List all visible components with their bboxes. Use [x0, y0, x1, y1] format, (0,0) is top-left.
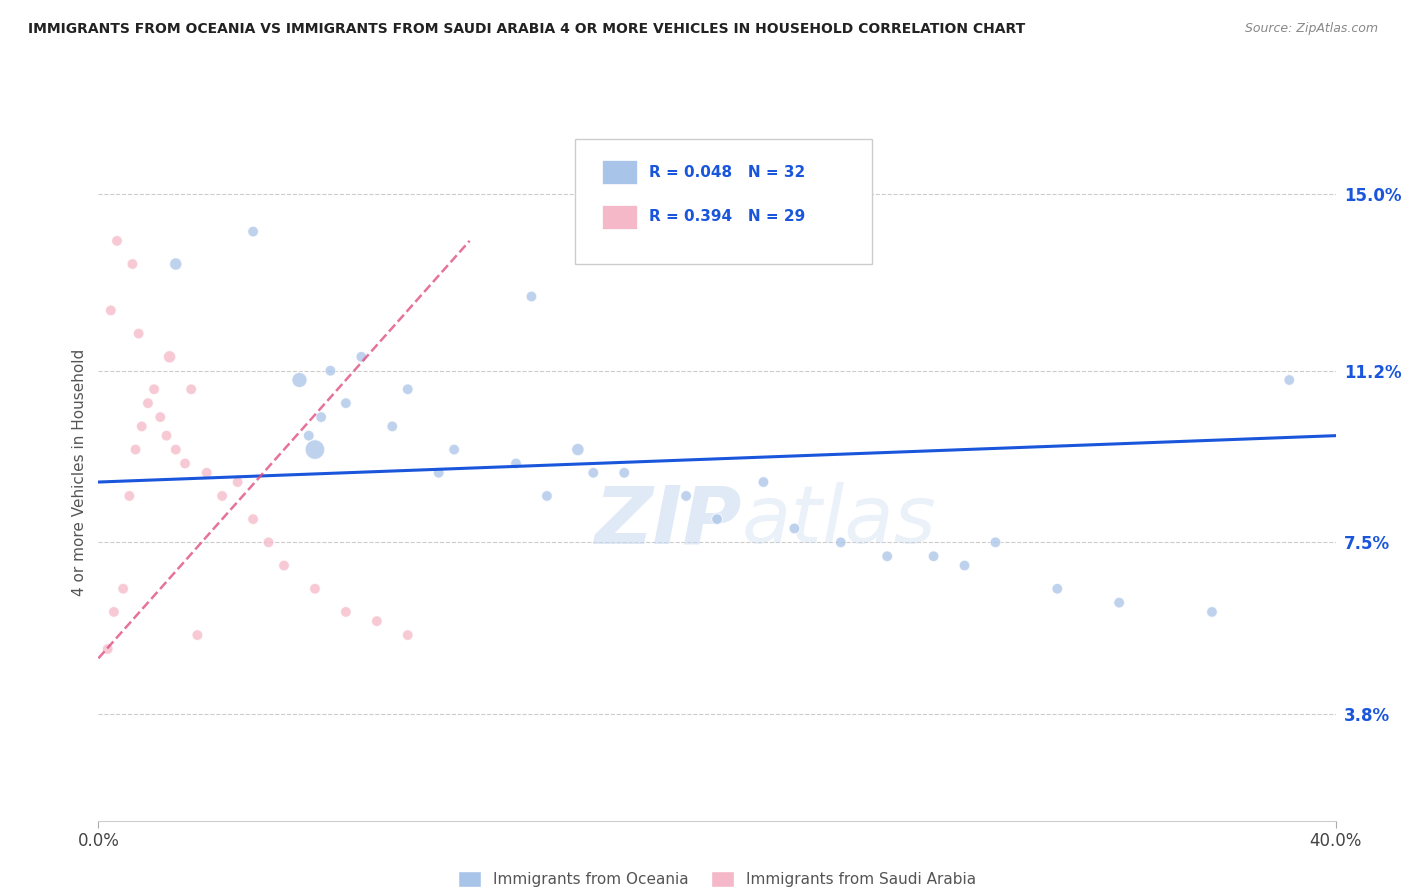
Text: ZIP: ZIP [595, 483, 742, 560]
Point [1278, 373, 1301, 387]
FancyBboxPatch shape [602, 160, 637, 184]
Point [505, 457, 527, 471]
Point [273, 558, 295, 573]
Point [165, 442, 187, 457]
Point [211, 489, 233, 503]
Point [319, 364, 342, 378]
Point [149, 410, 172, 425]
Point [304, 582, 326, 596]
Point [396, 628, 419, 642]
Point [752, 475, 775, 489]
FancyBboxPatch shape [575, 139, 872, 264]
Point [121, 257, 143, 271]
Point [953, 558, 976, 573]
Point [1046, 582, 1069, 596]
Point [675, 489, 697, 503]
Y-axis label: 4 or more Vehicles in Household: 4 or more Vehicles in Household [72, 349, 87, 597]
Point [124, 442, 146, 457]
Point [131, 419, 153, 434]
Point [366, 614, 388, 628]
Point [143, 382, 166, 396]
Point [226, 475, 249, 489]
Point [257, 535, 280, 549]
Point [136, 396, 159, 410]
Point [1108, 596, 1130, 610]
Point [613, 466, 636, 480]
Text: IMMIGRANTS FROM OCEANIA VS IMMIGRANTS FROM SAUDI ARABIA 4 OR MORE VEHICLES IN HO: IMMIGRANTS FROM OCEANIA VS IMMIGRANTS FR… [28, 22, 1025, 37]
Point [876, 549, 898, 564]
Point [520, 289, 543, 303]
Point [186, 628, 208, 642]
Point [105, 234, 128, 248]
Point [783, 521, 806, 535]
Point [706, 512, 728, 526]
Point [582, 466, 605, 480]
Point [298, 428, 321, 442]
Point [159, 350, 181, 364]
Text: R = 0.048   N = 32: R = 0.048 N = 32 [650, 165, 806, 179]
Point [195, 466, 218, 480]
Point [536, 489, 558, 503]
Point [242, 512, 264, 526]
Point [165, 257, 187, 271]
Point [335, 396, 357, 410]
Point [112, 582, 135, 596]
Point [288, 373, 311, 387]
Point [103, 605, 125, 619]
Point [381, 419, 404, 434]
Point [309, 410, 332, 425]
Legend: Immigrants from Oceania, Immigrants from Saudi Arabia: Immigrants from Oceania, Immigrants from… [451, 865, 983, 892]
Point [174, 457, 197, 471]
Point [443, 442, 465, 457]
Point [427, 466, 450, 480]
Point [567, 442, 589, 457]
Text: atlas: atlas [742, 483, 936, 560]
Text: Source: ZipAtlas.com: Source: ZipAtlas.com [1244, 22, 1378, 36]
Point [242, 225, 264, 239]
Point [922, 549, 945, 564]
Text: R = 0.394   N = 29: R = 0.394 N = 29 [650, 210, 806, 224]
Point [180, 382, 202, 396]
Point [335, 605, 357, 619]
Point [118, 489, 141, 503]
Point [128, 326, 150, 341]
Point [830, 535, 852, 549]
Point [304, 442, 326, 457]
Point [155, 428, 177, 442]
Point [100, 303, 122, 318]
Point [396, 382, 419, 396]
Point [350, 350, 373, 364]
Point [1201, 605, 1223, 619]
FancyBboxPatch shape [602, 205, 637, 229]
Point [97, 642, 120, 657]
Point [984, 535, 1007, 549]
